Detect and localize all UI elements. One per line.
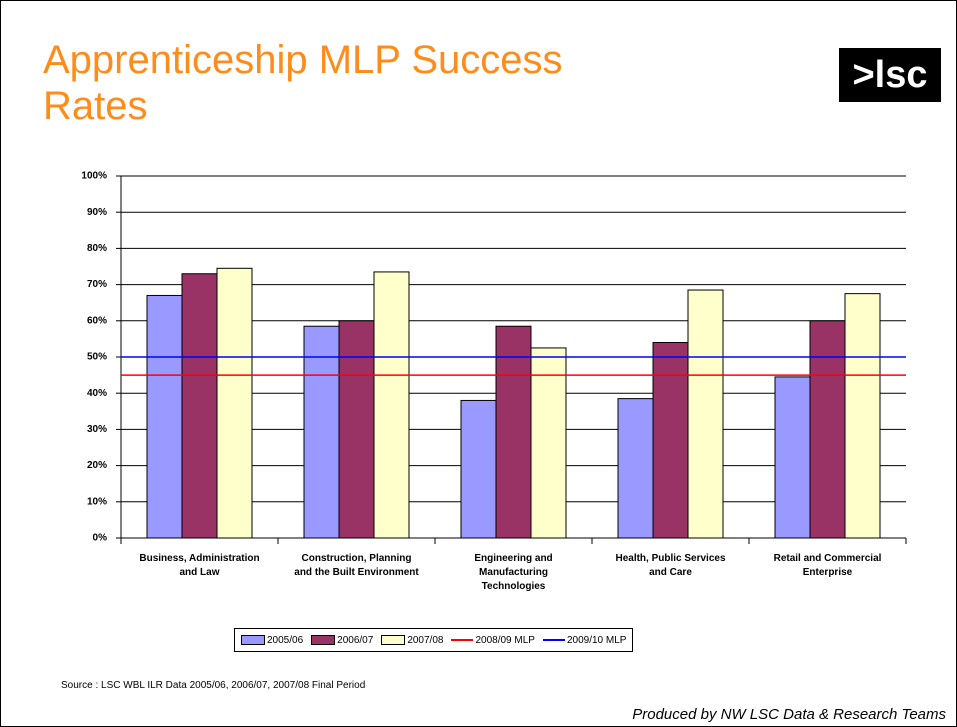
y-tick-label: 40%	[87, 388, 107, 399]
legend-swatch	[311, 635, 336, 645]
logo: >lsc	[839, 48, 941, 102]
legend-label: 2006/07	[337, 634, 374, 646]
y-tick-label: 20%	[87, 460, 107, 471]
legend-swatch	[241, 635, 265, 645]
x-tick-label: Business, Administration and Law	[139, 553, 260, 578]
footer: Produced by NW LSC Data & Research Teams	[632, 706, 946, 723]
bar	[617, 398, 654, 539]
legend-item: 2006/07	[311, 635, 373, 646]
bar	[460, 399, 497, 539]
bar	[146, 294, 183, 539]
y-tick-label: 30%	[87, 424, 107, 435]
bar	[338, 320, 375, 539]
legend-item: 2007/08	[381, 635, 443, 646]
legend-swatch	[451, 639, 474, 641]
legend-label: 2007/08	[407, 634, 444, 646]
x-tick-label: Construction, Planning and the Built Env…	[294, 553, 419, 578]
x-tick-label: Health, Public Services and Care	[615, 553, 726, 578]
bar	[216, 267, 253, 539]
bar	[303, 325, 340, 539]
legend-swatch	[381, 635, 406, 645]
legend-label: 2008/09 MLP	[475, 634, 535, 646]
y-tick-label: 0%	[93, 533, 108, 544]
bar	[495, 325, 532, 539]
y-tick-label: 10%	[87, 496, 107, 507]
bar	[181, 273, 218, 539]
title: Apprenticeship MLP Success Rates	[43, 38, 563, 128]
x-tick-label: Engineering and Manufacturing Technologi…	[474, 553, 553, 592]
y-tick-label: 50%	[87, 352, 107, 363]
y-tick-label: 90%	[87, 207, 107, 218]
source-note: Source : LSC WBL ILR Data 2005/06, 2006/…	[61, 680, 366, 691]
legend-item: 2009/10 MLP	[542, 634, 627, 646]
legend-label: 2009/10 MLP	[566, 634, 627, 646]
bar	[687, 289, 724, 539]
y-tick-label: 60%	[87, 315, 107, 326]
legend: 2005/06 2006/07 2007/08 2008/09 MLP 2009/10 …	[234, 628, 634, 652]
y-tick-label: 80%	[87, 243, 107, 254]
legend-item: 2008/09 MLP	[451, 635, 535, 646]
x-tick-label: Retail and Commercial Enterprise	[773, 553, 882, 578]
legend-swatch	[542, 639, 565, 641]
bar	[774, 376, 811, 539]
bar	[844, 293, 881, 539]
y-tick-label: 100%	[81, 171, 107, 182]
bar	[809, 320, 846, 539]
legend-label: 2005/06	[267, 634, 304, 646]
bar	[530, 347, 567, 539]
bar	[373, 271, 410, 539]
y-tick-label: 70%	[87, 279, 107, 290]
legend-item: 2005/06	[241, 635, 303, 646]
bar	[652, 342, 689, 539]
